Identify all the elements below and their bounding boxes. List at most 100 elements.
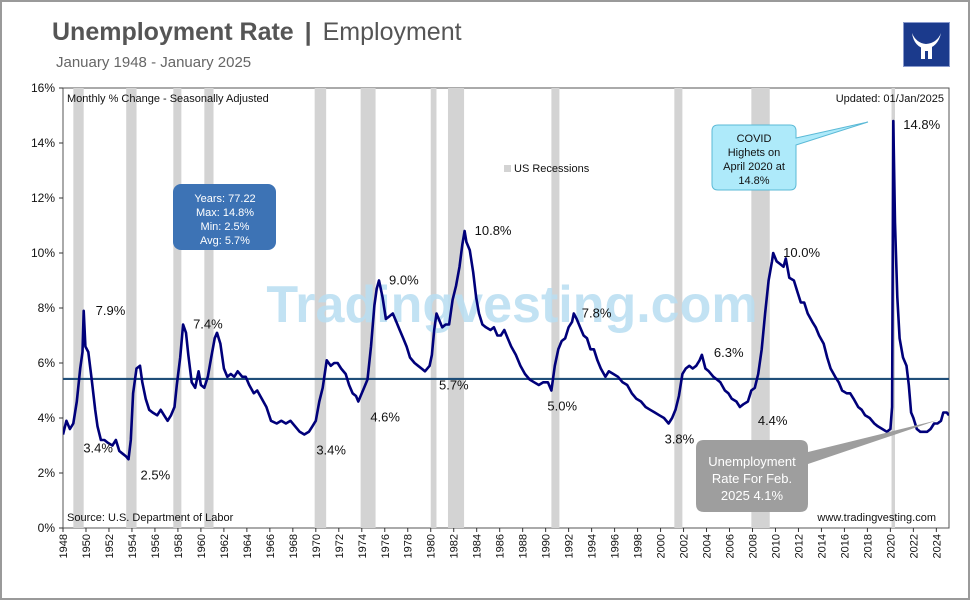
recession-band bbox=[314, 88, 327, 528]
recession-band bbox=[73, 88, 84, 528]
covid-callout-bg bbox=[711, 121, 869, 191]
x-tick-label: 2002 bbox=[679, 534, 691, 558]
x-tick-label: 1978 bbox=[403, 534, 415, 558]
recession-band bbox=[360, 88, 376, 528]
y-tick-label: 0% bbox=[38, 521, 56, 535]
recession-band bbox=[173, 88, 182, 528]
data-label: 3.4% bbox=[83, 441, 113, 456]
data-label: 4.6% bbox=[370, 410, 400, 425]
x-tick-label: 1976 bbox=[380, 534, 392, 558]
x-tick-label: 1964 bbox=[242, 534, 254, 558]
x-tick-label: 2004 bbox=[702, 534, 714, 558]
x-tick-label: 2016 bbox=[839, 534, 851, 558]
x-tick-label: 1988 bbox=[518, 534, 530, 558]
page-subtitle: January 1948 - January 2025 bbox=[56, 54, 252, 71]
data-label: 5.0% bbox=[547, 399, 577, 414]
stats-min: Min: 2.5% bbox=[201, 221, 250, 233]
x-tick-label: 1954 bbox=[127, 534, 139, 558]
stats-max: Max: 14.8% bbox=[196, 207, 254, 219]
x-tick-label: 2012 bbox=[793, 534, 805, 558]
watermark-text: Tradingvesting.com bbox=[266, 276, 757, 334]
x-tick-label: 1986 bbox=[495, 534, 507, 558]
data-label: 9.0% bbox=[389, 273, 419, 288]
page-title: Unemployment Rate | Employment bbox=[52, 18, 462, 47]
x-tick-label: 1982 bbox=[449, 534, 461, 558]
x-tick-label: 1968 bbox=[288, 534, 300, 558]
x-tick-label: 1958 bbox=[173, 534, 185, 558]
data-label: 7.9% bbox=[96, 303, 126, 318]
x-tick-label: 1990 bbox=[541, 534, 553, 558]
data-label: 6.3% bbox=[714, 345, 744, 360]
recession-band bbox=[430, 88, 437, 528]
title-bold: Unemployment Rate bbox=[52, 18, 294, 46]
legend-label: US Recessions bbox=[514, 163, 590, 175]
covid-line-1: COVID bbox=[737, 133, 772, 145]
x-tick-label: 1994 bbox=[587, 534, 599, 558]
y-tick-label: 2% bbox=[38, 466, 56, 480]
note-bottom-right: www.tradingvesting.com bbox=[816, 512, 936, 524]
x-tick-label: 1966 bbox=[265, 534, 277, 558]
covid-line-4: 14.8% bbox=[738, 175, 769, 187]
x-tick-label: 2010 bbox=[770, 534, 782, 558]
x-tick-label: 1962 bbox=[219, 534, 231, 558]
x-tick-label: 1952 bbox=[104, 534, 116, 558]
data-label: 5.7% bbox=[439, 377, 469, 392]
y-tick-label: 16% bbox=[31, 81, 55, 95]
x-tick-label: 1960 bbox=[196, 534, 208, 558]
x-tick-label: 1984 bbox=[472, 534, 484, 558]
latest-line-3: 2025 4.1% bbox=[721, 488, 784, 503]
recession-band bbox=[551, 88, 560, 528]
x-tick-label: 2000 bbox=[656, 534, 668, 558]
y-tick-label: 10% bbox=[31, 246, 55, 260]
data-label: 10.0% bbox=[783, 245, 820, 260]
x-tick-label: 2008 bbox=[747, 534, 759, 558]
note-bottom-left: Source: U.S. Department of Labor bbox=[67, 512, 234, 524]
x-tick-label: 1948 bbox=[58, 534, 70, 558]
x-tick-label: 1974 bbox=[357, 534, 369, 558]
data-label: 4.4% bbox=[758, 413, 788, 428]
data-label: 14.8% bbox=[903, 117, 940, 132]
recession-band bbox=[751, 88, 770, 528]
y-tick-label: 6% bbox=[38, 356, 56, 370]
latest-callout-bg bbox=[696, 420, 938, 512]
title-separator: | bbox=[304, 18, 312, 46]
latest-callout: Unemployment Rate For Feb. 2025 4.1% bbox=[696, 420, 938, 512]
note-top-left: Monthly % Change - Seasonally Adjusted bbox=[67, 93, 269, 105]
data-label: 7.8% bbox=[582, 306, 612, 321]
latest-line-1: Unemployment bbox=[708, 454, 796, 469]
data-label: 7.4% bbox=[193, 317, 223, 332]
x-tick-label: 2022 bbox=[908, 534, 920, 558]
data-label: 10.8% bbox=[475, 223, 512, 238]
x-tick-label: 2020 bbox=[885, 534, 897, 558]
x-tick-label: 2006 bbox=[725, 534, 737, 558]
x-tick-label: 1950 bbox=[81, 534, 93, 558]
bull-horns-logo-icon[interactable] bbox=[903, 22, 950, 67]
stats-avg: Avg: 5.7% bbox=[200, 235, 250, 247]
recession-band bbox=[447, 88, 465, 528]
stats-years: Years: 77.22 bbox=[194, 193, 255, 205]
legend-swatch bbox=[504, 165, 511, 172]
data-label: 2.5% bbox=[141, 467, 171, 482]
stats-box: Years: 77.22 Max: 14.8% Min: 2.5% Avg: 5… bbox=[173, 184, 276, 250]
x-tick-label: 2014 bbox=[816, 534, 828, 558]
x-tick-label: 1956 bbox=[150, 534, 162, 558]
x-tick-label: 1998 bbox=[633, 534, 645, 558]
latest-line-2: Rate For Feb. bbox=[712, 471, 792, 486]
data-label: 3.4% bbox=[316, 443, 346, 458]
stats-box-bg bbox=[173, 184, 276, 250]
recession-band bbox=[674, 88, 683, 528]
y-tick-label: 14% bbox=[31, 136, 55, 150]
recession-band bbox=[126, 88, 137, 528]
x-tick-label: 1992 bbox=[564, 534, 576, 558]
x-tick-label: 1996 bbox=[610, 534, 622, 558]
x-tick-label: 2018 bbox=[862, 534, 874, 558]
y-tick-label: 4% bbox=[38, 411, 56, 425]
recession-band bbox=[204, 88, 214, 528]
note-top-right: Updated: 01/Jan/2025 bbox=[836, 93, 944, 105]
y-tick-label: 12% bbox=[31, 191, 55, 205]
series-line bbox=[63, 119, 949, 461]
x-tick-label: 2024 bbox=[931, 534, 943, 558]
covid-line-3: April 2020 at bbox=[723, 161, 785, 173]
y-tick-label: 8% bbox=[38, 301, 56, 315]
